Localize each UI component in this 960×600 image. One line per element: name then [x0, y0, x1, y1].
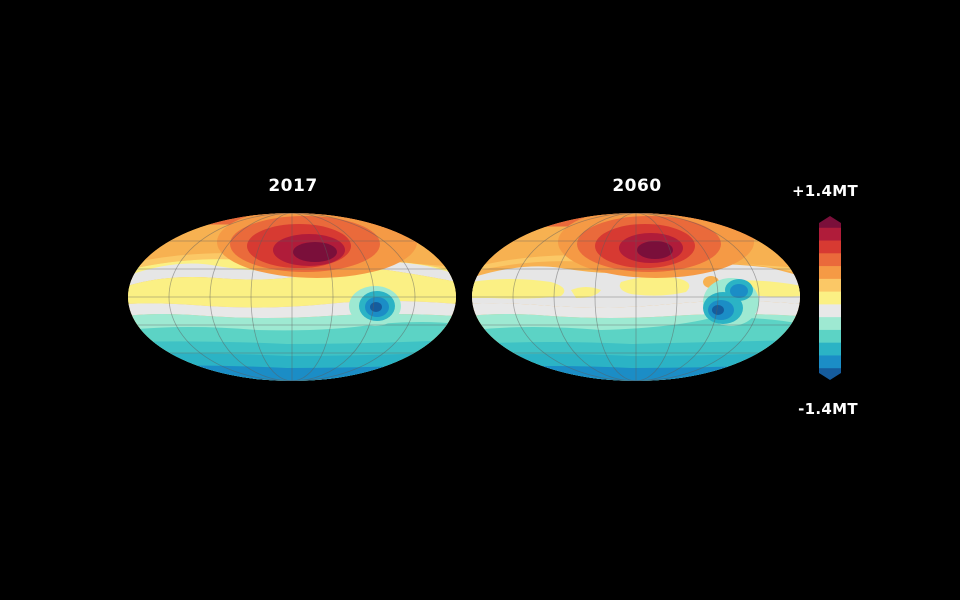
colorbar-band [819, 253, 841, 267]
colorbar [819, 216, 841, 380]
colorbar-band [819, 240, 841, 254]
colorbar-band [819, 266, 841, 280]
map-title-2017: 2017 [268, 176, 318, 196]
colorbar-band [819, 291, 841, 305]
colorbar-band [819, 278, 841, 293]
field-map-2017 [128, 213, 456, 381]
colorbar-max-label: +1.4MT [791, 182, 859, 200]
colorbar-band [819, 216, 841, 229]
colorbar-band [819, 368, 841, 380]
colorbar-band [819, 227, 841, 242]
colorbar-min-label: -1.4MT [798, 400, 858, 418]
map-title-2060: 2060 [612, 176, 662, 196]
field-map-2060 [472, 213, 800, 381]
colorbar-band [819, 342, 841, 357]
colorbar-band [819, 329, 841, 344]
colorbar-band [819, 304, 841, 318]
colorbar-band [819, 317, 841, 331]
colorbar-band [819, 355, 841, 369]
